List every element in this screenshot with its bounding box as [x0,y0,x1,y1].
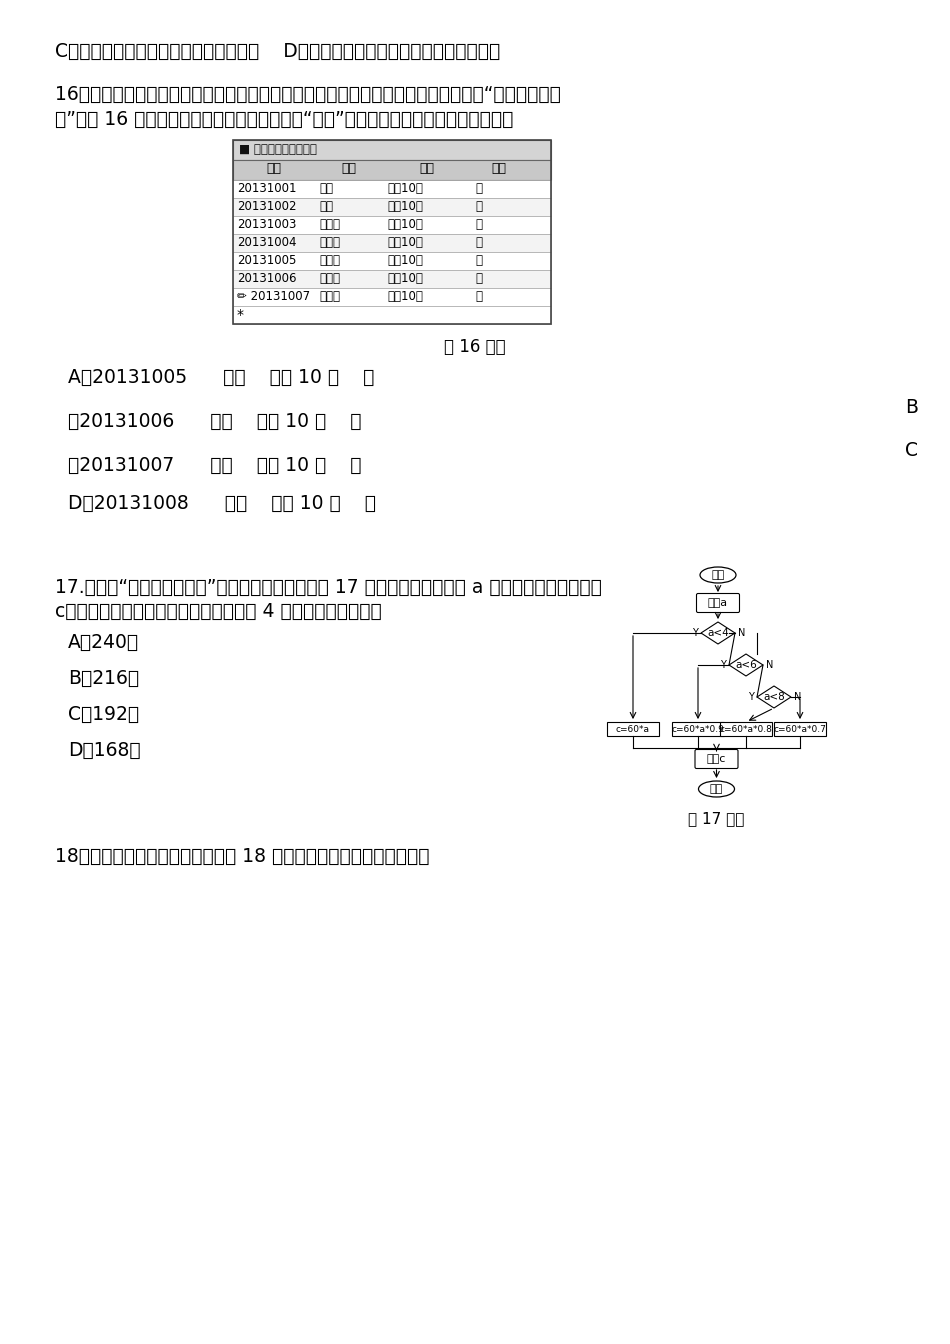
Text: 姓名: 姓名 [341,163,356,175]
Text: 20131004: 20131004 [237,237,296,249]
Text: c表示付费金额（元）。若顾客一次购买 4 筒羽毛球，则需付费: c表示付费金额（元）。若顾客一次购买 4 筒羽毛球，则需付费 [55,602,382,621]
Text: N: N [794,692,802,702]
Text: C: C [905,441,918,460]
Bar [233,306,551,324]
Text: 20131002: 20131002 [237,200,296,212]
Text: *: * [237,308,244,323]
FancyBboxPatch shape [695,750,738,769]
Text: 盛美来: 盛美来 [319,290,340,302]
Text: 男: 男 [475,181,482,195]
Bar [233,216,551,234]
Text: ．20131006      叶华    高三 10 班    男: ．20131006 叶华 高三 10 班 男 [68,413,362,431]
Text: C．192元: C．192元 [68,706,139,724]
Ellipse shape [700,567,736,583]
Text: Y: Y [693,628,698,638]
Text: a<6: a<6 [735,660,757,671]
Text: 20131003: 20131003 [237,218,296,231]
Text: D．168元: D．168元 [68,741,141,759]
Text: ．20131007      刘燕    高三 10 班    女: ．20131007 刘燕 高三 10 班 女 [68,456,362,474]
Text: 班级: 班级 [420,163,434,175]
Text: N: N [766,660,773,671]
Bar [233,234,551,253]
Text: 20131006: 20131006 [237,271,296,285]
Text: 高三10班: 高三10班 [387,237,423,249]
Ellipse shape [698,781,734,797]
Text: 第 17 题图: 第 17 题图 [689,810,745,827]
Text: c=60*a*0.7: c=60*a*0.7 [773,724,826,734]
Text: a<8: a<8 [763,692,785,702]
Text: 郑妚: 郑妚 [319,181,333,195]
Bar [720,722,772,737]
Text: N: N [738,628,746,638]
Text: 男: 男 [475,290,482,302]
Text: 男: 男 [475,200,482,212]
Text: c=60*a*0.9: c=60*a*0.9 [672,724,725,734]
Polygon shape [701,622,735,644]
Text: 高三10班: 高三10班 [387,200,423,212]
Text: 输入a: 输入a [708,598,728,607]
Text: 高三10班: 高三10班 [387,290,423,302]
Bar [233,288,551,306]
Text: 高三10班: 高三10班 [387,218,423,231]
Text: 女: 女 [475,271,482,285]
Text: ■ 学生基本资料表：表: ■ 学生基本资料表：表 [239,142,317,156]
Text: 20131001: 20131001 [237,181,296,195]
Text: Y: Y [720,660,726,671]
Text: 女: 女 [475,218,482,231]
Text: 开始: 开始 [712,570,725,581]
FancyBboxPatch shape [696,594,739,613]
Text: 陈以敏: 陈以敏 [319,218,340,231]
Text: a<4: a<4 [707,628,729,638]
Bar [233,140,551,160]
Text: A．240元: A．240元 [68,633,139,652]
Text: A．20131005      张希    高三 10 班    男: A．20131005 张希 高三 10 班 男 [68,368,374,387]
Text: ✏ 20131007: ✏ 20131007 [237,290,310,302]
Text: 陈希露: 陈希露 [319,271,340,285]
Text: 18．两款智能手表的相关参数如第 18 题图所示。下列说法不正确的是: 18．两款智能手表的相关参数如第 18 题图所示。下列说法不正确的是 [55,847,429,866]
Bar [233,198,551,216]
Text: Y: Y [749,692,754,702]
Text: 第 16 题图: 第 16 题图 [445,337,505,356]
Bar [607,722,659,737]
Bar [672,722,724,737]
Text: 卫斯幭: 卫斯幭 [319,237,340,249]
Bar [233,180,551,198]
Text: 高三10班: 高三10班 [387,254,423,267]
Text: 孙阳: 孙阳 [319,200,333,212]
Polygon shape [729,655,763,676]
Text: 输出c: 输出c [707,754,726,763]
Bar [233,253,551,270]
Bar [233,270,551,288]
Text: 高三10班: 高三10班 [387,271,423,285]
Text: 男: 男 [475,237,482,249]
Text: c=60*a*0.8: c=60*a*0.8 [719,724,772,734]
Text: 女: 女 [475,254,482,267]
Text: 16．在数据库表中，主关键字字段是一张表中每一条记录的唯一标识。某数据库中的“学生基本资料: 16．在数据库表中，主关键字字段是一张表中每一条记录的唯一标识。某数据库中的“学… [55,85,560,103]
Text: 表”如第 16 题图所示，该表的主关键字字段为“学号”。下列记录能成功添加至该表的是: 表”如第 16 题图所示，该表的主关键字字段为“学号”。下列记录能成功添加至该表… [55,110,513,129]
Text: C．信息资源管理不涉及人和社会的因素    D．信息资源管理需遵循一定的标准和规范: C．信息资源管理不涉及人和社会的因素 D．信息资源管理需遵循一定的标准和规范 [55,42,501,60]
Bar [233,160,551,180]
Bar [774,722,826,737]
Text: B．216元: B．216元 [68,669,139,688]
Text: 高三10班: 高三10班 [387,181,423,195]
Text: 20131005: 20131005 [237,254,296,267]
Text: 冯娜娜: 冯娜娜 [319,254,340,267]
Text: c=60*a: c=60*a [616,724,650,734]
Polygon shape [757,685,791,708]
Bar [233,140,551,324]
Text: 性别: 性别 [491,163,506,175]
Text: B: B [905,398,918,417]
Text: D．20131008      孙阳    高三 10 班    男: D．20131008 孙阳 高三 10 班 男 [68,495,376,513]
Text: 学号: 学号 [267,163,281,175]
Text: 17.某超市“羽毛球优惠活动”计费程序的流程图如第 17 题图所示。流程图中 a 表示购买数量（筒），: 17.某超市“羽毛球优惠活动”计费程序的流程图如第 17 题图所示。流程图中 a… [55,578,602,597]
Text: 结束: 结束 [710,784,723,794]
